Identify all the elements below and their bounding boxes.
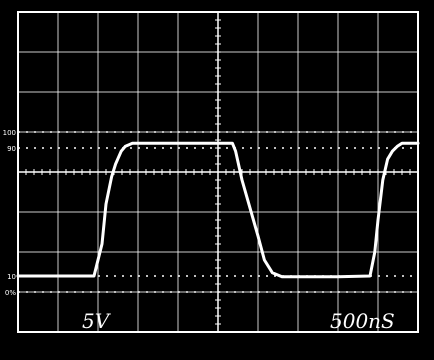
reference-level-label: 100: [3, 129, 16, 137]
time-per-div-label: 500nS: [330, 309, 395, 333]
volts-per-div-label: 5V: [82, 309, 112, 333]
graticule-center-ticks: [17, 11, 419, 333]
reference-level-label: 10: [7, 273, 16, 281]
reference-level-label: 90: [7, 145, 16, 153]
reference-level-label: 0%: [5, 289, 16, 297]
waveform-trace: [16, 141, 420, 279]
reference-level-labels: 100 90 10 0%: [3, 129, 17, 297]
reference-level-lines: [18, 131, 418, 293]
